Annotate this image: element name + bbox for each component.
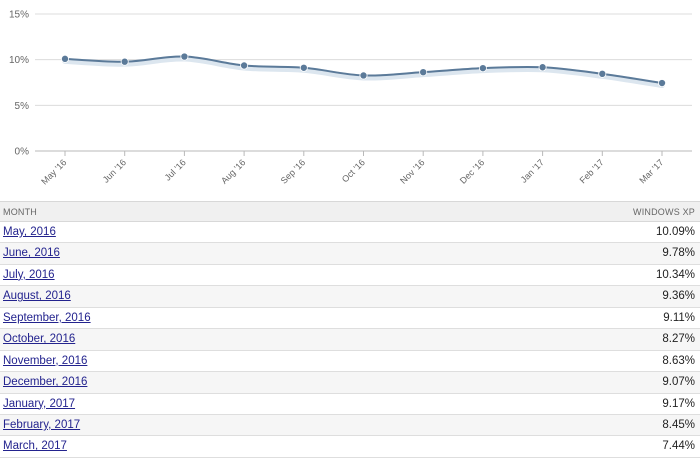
share-value: 7.44%	[662, 440, 695, 453]
data-point	[478, 64, 487, 73]
column-header-windows-xp: WINDOWS XP	[633, 207, 695, 217]
x-tick-label: Jul '16	[163, 157, 188, 182]
data-point	[240, 61, 249, 70]
data-point	[61, 54, 70, 63]
x-tick-label: Jun '16	[101, 157, 128, 184]
y-tick-label: 0%	[15, 147, 30, 158]
table-row: July, 2016 10.34%	[0, 265, 700, 287]
table-row: November, 2016 8.63%	[0, 351, 700, 373]
share-value: 9.36%	[662, 290, 695, 303]
table-row: September, 2016 9.11%	[0, 308, 700, 330]
share-value: 9.78%	[662, 247, 695, 260]
x-tick-label: Aug '16	[219, 157, 247, 185]
table-row: March, 2017 7.44%	[0, 436, 700, 458]
x-tick-label: Feb '17	[578, 157, 606, 185]
table-row: August, 2016 9.36%	[0, 286, 700, 308]
column-header-month: MONTH	[3, 207, 37, 217]
data-point	[299, 63, 308, 72]
month-link[interactable]: July, 2016	[3, 268, 55, 281]
month-link[interactable]: March, 2017	[3, 440, 67, 453]
data-point	[538, 63, 547, 72]
y-tick-label: 10%	[9, 55, 29, 66]
share-value: 8.63%	[662, 354, 695, 367]
data-point	[120, 57, 129, 66]
month-link[interactable]: September, 2016	[3, 311, 91, 324]
y-tick-label: 15%	[9, 10, 29, 21]
x-tick-label: Nov '16	[398, 157, 426, 185]
share-value: 10.34%	[655, 268, 695, 281]
x-tick-label: Mar '17	[637, 157, 665, 185]
data-point	[598, 69, 607, 78]
share-value: 9.07%	[662, 376, 695, 389]
month-link[interactable]: May, 2016	[3, 226, 56, 238]
month-link[interactable]: October, 2016	[3, 333, 76, 346]
data-point	[180, 52, 189, 61]
table-row: December, 2016 9.07%	[0, 372, 700, 394]
month-link[interactable]: February, 2017	[3, 418, 81, 431]
share-value: 9.11%	[663, 311, 695, 324]
share-value: 10.09%	[655, 226, 695, 238]
x-tick-label: Sep '16	[279, 157, 307, 185]
data-point	[658, 79, 667, 88]
share-value: 9.17%	[662, 397, 695, 410]
share-value: 8.27%	[662, 333, 695, 346]
table-row: January, 2017 9.17%	[0, 394, 700, 415]
table-header: MONTH WINDOWS XP	[0, 201, 700, 222]
table-row: May, 2016 10.09%	[0, 222, 700, 244]
data-point	[359, 71, 368, 80]
x-tick-label: Jan '17	[519, 157, 546, 184]
x-tick-label: Dec '16	[458, 157, 486, 185]
x-tick-label: Oct '16	[340, 157, 367, 184]
month-link[interactable]: August, 2016	[3, 290, 71, 303]
month-link[interactable]: January, 2017	[3, 397, 76, 410]
data-table: May, 2016 10.09% June, 2016 9.78% July, 20…	[0, 222, 700, 458]
table-row: February, 2017 8.45%	[0, 414, 700, 437]
x-tick-label: May '16	[39, 157, 68, 186]
y-tick-label: 5%	[15, 101, 30, 112]
table-row: October, 2016 8.27%	[0, 329, 700, 351]
month-link[interactable]: November, 2016	[3, 354, 88, 367]
month-link[interactable]: December, 2016	[3, 376, 88, 389]
data-point	[419, 68, 428, 77]
month-link[interactable]: June, 2016	[3, 247, 60, 260]
share-value: 8.45%	[662, 418, 695, 431]
table-row: June, 2016 9.78%	[0, 243, 700, 265]
line-chart: 15% 10% 5% 0% May '16 Jun '16 Jul '16 Aug '16 Se…	[9, 10, 692, 187]
